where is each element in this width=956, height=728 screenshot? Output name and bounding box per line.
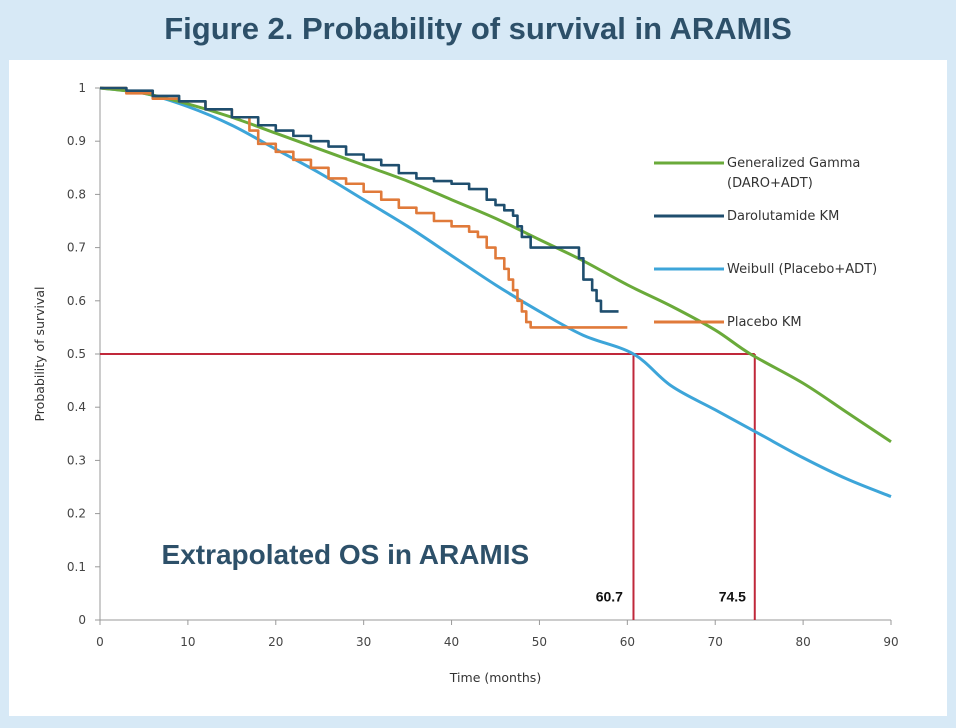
x-tick-label: 90 <box>883 635 898 649</box>
y-tick-label: 1 <box>78 81 86 95</box>
reference-lines <box>100 353 756 620</box>
placebo-km-line <box>100 86 628 329</box>
x-tick-label: 0 <box>96 635 104 649</box>
y-axis-title: Probability of survival <box>32 286 47 421</box>
legend-label: (DARO+ADT) <box>727 176 813 191</box>
annotation-title: Extrapolated OS in ARAMIS <box>162 539 530 570</box>
y-tick-label: 0.6 <box>67 294 86 308</box>
x-axis-title: Time (months) <box>449 670 541 685</box>
annotation-value: 74.5 <box>719 588 746 604</box>
legend: Generalized Gamma (DARO+ADT) Darolutamide … <box>654 156 877 330</box>
legend-label: Placebo KM <box>727 315 802 330</box>
darolutamide-km-line <box>100 86 619 313</box>
axes: 00.10.20.30.40.50.60.70.80.910 10 20 30 40 50… <box>32 81 899 685</box>
x-tick-label: 80 <box>795 635 810 649</box>
series-lines <box>99 86 892 498</box>
y-tick-label: 0 <box>78 613 86 627</box>
x-tick-label: 60 <box>620 635 635 649</box>
y-tick-label: 0.2 <box>67 507 86 521</box>
annotations: Extrapolated OS in ARAMIS 60.7 74.5 <box>162 539 747 604</box>
y-tick-label: 0.9 <box>67 134 86 148</box>
y-tick-label: 0.1 <box>67 560 86 574</box>
y-tick-label: 0.4 <box>67 400 86 414</box>
legend-label: Darolutamide KM <box>727 209 839 224</box>
x-tick-label: 40 <box>444 635 459 649</box>
chart-panel: 0 0.1 0.2 0.3 0.4 0.5 0.6 0.7 0.8 0.9 1 0 10 20 30 40 50… <box>9 60 947 716</box>
survival-chart: 00.10.20.30.40.50.60.70.80.910 10 20 30 40 50… <box>32 81 899 685</box>
y-tick-label: 0.8 <box>67 187 86 201</box>
x-tick-label: 10 <box>180 635 195 649</box>
annotation-value: 60.7 <box>596 588 623 604</box>
x-tick-label: 20 <box>268 635 283 649</box>
x-tick-label: 30 <box>356 635 371 649</box>
y-tick-label: 0.3 <box>67 453 86 467</box>
y-tick-label: 0.7 <box>67 241 86 255</box>
legend-label: Weibull (Placebo+ADT) <box>727 262 877 277</box>
x-tick-label: 50 <box>532 635 547 649</box>
y-tick-label: 0.5 <box>67 347 86 361</box>
weibull-placebo-adt-line <box>99 86 892 498</box>
legend-label: Generalized Gamma <box>727 156 860 171</box>
x-tick-label: 70 <box>708 635 723 649</box>
figure-title: Figure 2. Probability of survival in ARA… <box>164 11 792 46</box>
